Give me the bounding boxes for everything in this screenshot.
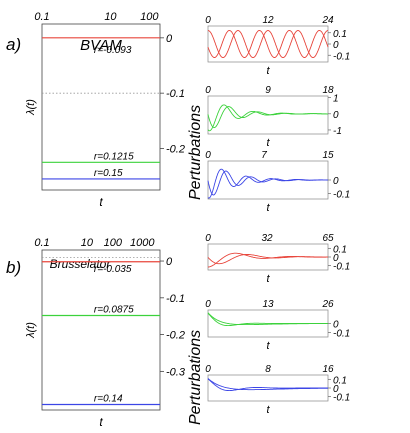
y-tick-label: -0.1 [166, 293, 185, 305]
plot-frame [41, 249, 161, 411]
perturbation-curve [207, 30, 329, 58]
y-tick-label: 0.1 [333, 375, 347, 386]
chart-title: BVAM [80, 37, 122, 54]
y-tick-label: -1 [333, 126, 342, 137]
panel-a-label: a) [6, 35, 21, 54]
series-label: r=0.14 [94, 393, 123, 404]
perturbation-panel: 0 9 18 t 1 0 -1 [205, 85, 342, 149]
x-tick-label: 65 [322, 233, 334, 244]
y-tick-label: -0.1 [166, 88, 185, 100]
x-tick-label: 15 [322, 150, 334, 161]
perturbation-curve [207, 312, 328, 327]
x-tick-label: 0 [205, 85, 211, 96]
perturbation-curve [207, 378, 328, 391]
x-axis-label: t [266, 202, 270, 214]
x-tick-label: 1000 [130, 237, 155, 249]
x-axis-label: t [266, 65, 270, 77]
perturbation-curve [207, 30, 329, 58]
x-tick-label: 100 [140, 11, 159, 23]
y-tick-label: 1 [333, 94, 339, 105]
y-tick-label: 0.1 [333, 244, 347, 255]
x-tick-label: 9 [265, 85, 271, 96]
series-label: r=0.0875 [94, 304, 134, 315]
y-tick-label: 0 [166, 33, 173, 45]
y-tick-label: -0.1 [333, 190, 350, 201]
perturbation-curve [207, 104, 328, 132]
x-tick-label: 10 [81, 237, 94, 249]
y-tick-label: -0.1 [333, 329, 350, 340]
x-tick-label: 0.1 [34, 237, 49, 249]
series-label: r=0.1215 [94, 151, 134, 162]
x-tick-label: 32 [262, 233, 274, 244]
x-tick-label: 10 [104, 11, 117, 23]
x-tick-label: 18 [322, 85, 334, 96]
x-tick-label: 0.1 [34, 11, 49, 23]
x-axis-label: t [266, 340, 270, 352]
perturbation-curve [207, 252, 328, 268]
x-tick-label: 24 [321, 15, 334, 26]
plot-frame [41, 23, 161, 191]
perturbation-curve [207, 106, 328, 129]
y-tick-label: 0 [333, 176, 339, 187]
perturbations-ylabel-b: Perturbations [187, 330, 204, 425]
y-tick-label: -0.1 [333, 262, 350, 273]
perturbation-panel: 0 7 15 t 0 -0.1 [205, 150, 350, 214]
x-tick-label: 16 [322, 364, 334, 375]
perturbation-curve [207, 168, 328, 199]
y-tick-label: 0 [333, 320, 339, 331]
y-tick-label: -0.1 [333, 393, 350, 404]
perturbation-curve [207, 378, 328, 392]
perturbations-ylabel-a: Perturbations [187, 105, 204, 200]
y-tick-label: -0.2 [166, 144, 185, 156]
x-axis-label: t [266, 273, 270, 285]
y-axis-label: λ(t) [25, 99, 37, 116]
panel-b-label: b) [6, 258, 21, 277]
x-tick-label: 13 [262, 299, 274, 310]
y-tick-label: 0 [333, 40, 339, 51]
y-tick-label: 0 [166, 256, 173, 268]
series-label: r=-0.035 [94, 264, 132, 275]
x-tick-label: 8 [265, 364, 271, 375]
y-tick-label: 0 [333, 253, 339, 264]
x-axis-label: t [99, 195, 103, 209]
x-tick-label: 0 [205, 233, 211, 244]
chart-title: Brusselator [50, 257, 112, 271]
plot-frame [207, 25, 329, 63]
y-tick-label: -0.3 [166, 366, 186, 378]
x-tick-label: 0 [205, 15, 211, 26]
x-tick-label: 100 [104, 237, 123, 249]
y-tick-label: 0 [333, 110, 339, 121]
x-tick-label: 26 [321, 299, 334, 310]
x-tick-label: 0 [205, 299, 211, 310]
x-tick-label: 12 [262, 15, 274, 26]
lambda-panel-a: BVAM 0.1 10 100 t λ(t) 0 -0.1 -0.2 r=-0.093 r=0.12… [25, 11, 185, 209]
x-tick-label: 0 [205, 150, 211, 161]
y-tick-label: -0.2 [166, 330, 185, 342]
y-tick-label: 0 [333, 384, 339, 395]
series-label: r=0.15 [94, 168, 123, 179]
perturbation-curve [207, 312, 328, 326]
x-axis-label: t [266, 404, 270, 416]
x-axis-label: t [266, 137, 270, 149]
series-label: r=-0.093 [94, 45, 132, 56]
x-axis-label: t [99, 415, 103, 429]
y-axis-label: λ(t) [25, 322, 37, 339]
x-tick-label: 7 [261, 150, 267, 161]
y-tick-label: 0.1 [333, 29, 347, 40]
x-tick-label: 0 [205, 364, 211, 375]
y-tick-label: -0.1 [333, 51, 350, 62]
